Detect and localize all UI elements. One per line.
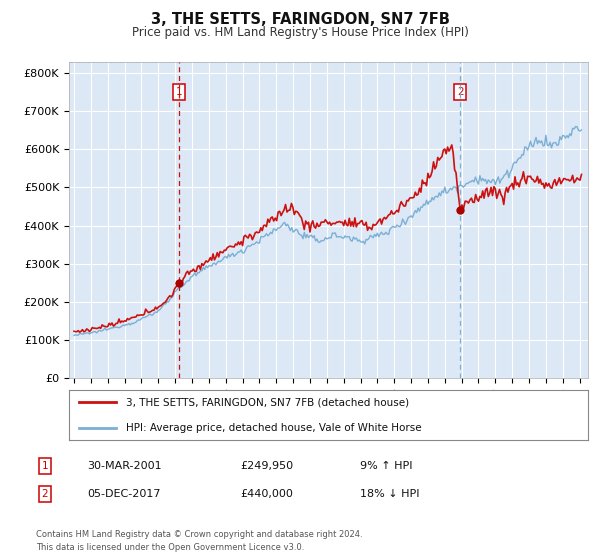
Text: Price paid vs. HM Land Registry's House Price Index (HPI): Price paid vs. HM Land Registry's House … [131,26,469,39]
Text: £440,000: £440,000 [240,489,293,499]
Text: This data is licensed under the Open Government Licence v3.0.: This data is licensed under the Open Gov… [36,543,304,552]
Text: 9% ↑ HPI: 9% ↑ HPI [360,461,413,471]
Text: 05-DEC-2017: 05-DEC-2017 [87,489,161,499]
Text: 1: 1 [176,87,182,97]
Text: 3, THE SETTS, FARINGDON, SN7 7FB: 3, THE SETTS, FARINGDON, SN7 7FB [151,12,449,27]
Text: 3, THE SETTS, FARINGDON, SN7 7FB (detached house): 3, THE SETTS, FARINGDON, SN7 7FB (detach… [126,397,409,407]
Text: 2: 2 [41,489,49,499]
Text: 18% ↓ HPI: 18% ↓ HPI [360,489,419,499]
Text: Contains HM Land Registry data © Crown copyright and database right 2024.: Contains HM Land Registry data © Crown c… [36,530,362,539]
Text: HPI: Average price, detached house, Vale of White Horse: HPI: Average price, detached house, Vale… [126,423,422,433]
Text: 2: 2 [457,87,464,97]
Text: 1: 1 [41,461,49,471]
Text: £249,950: £249,950 [240,461,293,471]
Text: 30-MAR-2001: 30-MAR-2001 [87,461,161,471]
